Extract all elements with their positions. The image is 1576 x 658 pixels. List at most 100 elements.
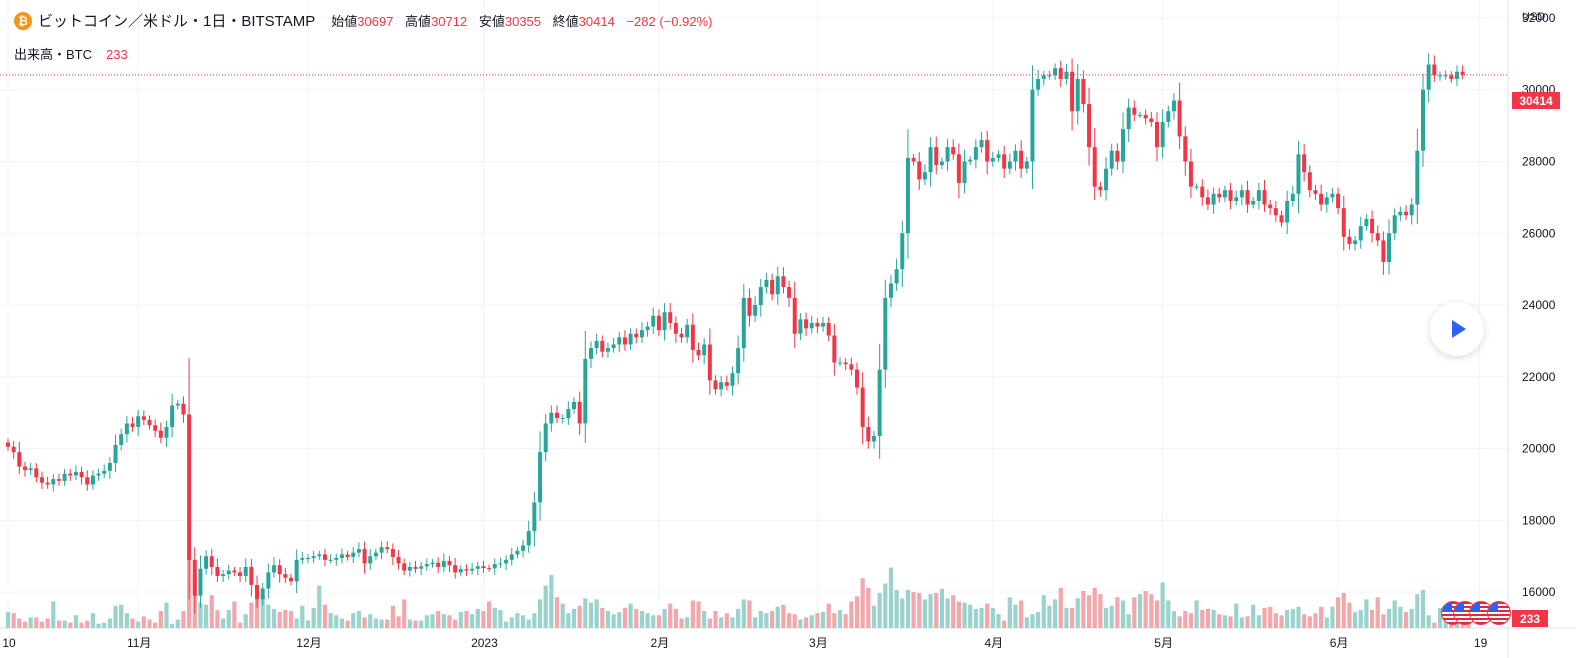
volume-bar	[317, 585, 322, 628]
volume-bar	[1415, 594, 1420, 628]
candle-body	[458, 569, 463, 573]
volume-bar	[1171, 611, 1177, 628]
volume-bar	[888, 567, 894, 628]
current-volume-tag: 233	[1512, 610, 1548, 627]
candle-body	[45, 482, 50, 485]
volume-bar	[1069, 607, 1075, 628]
candle-body	[588, 348, 593, 359]
candle-body	[905, 157, 910, 234]
volume-bar	[900, 598, 905, 628]
candle-body	[730, 373, 735, 386]
candle-body	[572, 401, 576, 410]
volume-bar	[1432, 622, 1437, 628]
volume-bar	[696, 601, 701, 628]
candle-body	[509, 554, 514, 560]
candle-body	[1104, 168, 1109, 191]
candle-body	[289, 577, 293, 582]
volume-bar	[543, 585, 548, 628]
candle-body	[1347, 236, 1352, 245]
candle-body	[351, 552, 356, 557]
volume-bar	[1137, 594, 1143, 628]
candle-body	[1302, 154, 1307, 173]
volume-bar	[1296, 606, 1301, 628]
volume-bar	[1268, 606, 1273, 628]
candle-body	[498, 563, 503, 565]
volume-bar	[509, 617, 514, 628]
candle-body	[594, 340, 599, 349]
event-markers[interactable]	[1441, 601, 1511, 625]
candle-body	[1358, 226, 1363, 241]
volume-bar	[1041, 595, 1046, 628]
volume-bar	[719, 617, 724, 628]
volume-bar	[1375, 597, 1380, 628]
candle-body	[532, 502, 537, 532]
candle-body	[453, 565, 458, 573]
candle-body	[215, 566, 220, 576]
volume-bar	[181, 611, 186, 628]
volume-bar	[979, 607, 984, 628]
volume-bar	[968, 604, 973, 628]
volume-bar	[130, 618, 135, 628]
candle-body	[990, 157, 995, 162]
candle-body	[79, 471, 84, 478]
us-flag-icon[interactable]	[1487, 601, 1511, 625]
volume-bar	[277, 612, 282, 628]
volume-bar	[877, 593, 882, 628]
candle-body	[922, 172, 927, 180]
candle-body	[1239, 190, 1244, 198]
volume-bar	[860, 578, 865, 628]
candle-body	[549, 412, 554, 424]
volume-bar	[753, 617, 758, 628]
candle-body	[492, 564, 497, 569]
candle-body	[1126, 107, 1131, 130]
candle-body	[187, 414, 192, 560]
candle-body	[339, 554, 344, 559]
symbol-title[interactable]: ビットコイン／米ドル・1日・BITSTAMP	[38, 13, 316, 30]
volume-bar	[1302, 614, 1307, 628]
volume-bar	[594, 599, 599, 628]
volume-bar	[1103, 607, 1109, 628]
candle-body	[1421, 89, 1425, 151]
volume-bar	[1092, 587, 1097, 628]
volume-bar	[45, 618, 50, 628]
play-button[interactable]	[1430, 302, 1484, 356]
volume-bar	[113, 605, 118, 628]
candle-body	[1211, 193, 1216, 205]
volume-bar	[424, 615, 429, 628]
candle-body	[804, 319, 809, 329]
candle-body	[685, 324, 690, 338]
volume-bar	[1047, 605, 1052, 628]
volume-bar	[339, 618, 345, 628]
volume-bar	[170, 623, 175, 628]
volume-bar	[1098, 594, 1103, 628]
candle-body	[583, 358, 588, 424]
volume-bar	[447, 615, 452, 628]
candle-body	[1330, 193, 1335, 198]
volume-bar	[351, 613, 356, 628]
volume-bar	[628, 603, 633, 628]
volume-bar	[481, 611, 486, 628]
volume-bar	[345, 620, 350, 628]
volume-bar	[1324, 617, 1329, 628]
volume-bar	[854, 596, 860, 628]
candle-body	[334, 558, 339, 560]
volume-bar	[871, 605, 877, 628]
candle-body	[951, 147, 956, 155]
volume-bar	[322, 604, 328, 628]
volume-bar	[243, 614, 248, 628]
volume-bar	[62, 620, 67, 628]
volume-bar	[786, 613, 792, 628]
candle-body	[300, 558, 305, 560]
volume-bar	[22, 621, 28, 628]
volume-bar	[515, 613, 520, 628]
volume-bar	[922, 599, 928, 628]
candle-body	[345, 554, 350, 557]
candle-body	[396, 556, 401, 564]
candle-body	[277, 565, 282, 575]
candle-body	[719, 382, 724, 390]
volume-bar	[492, 607, 497, 628]
volume-bar	[305, 620, 311, 628]
candle-body	[1307, 172, 1312, 191]
